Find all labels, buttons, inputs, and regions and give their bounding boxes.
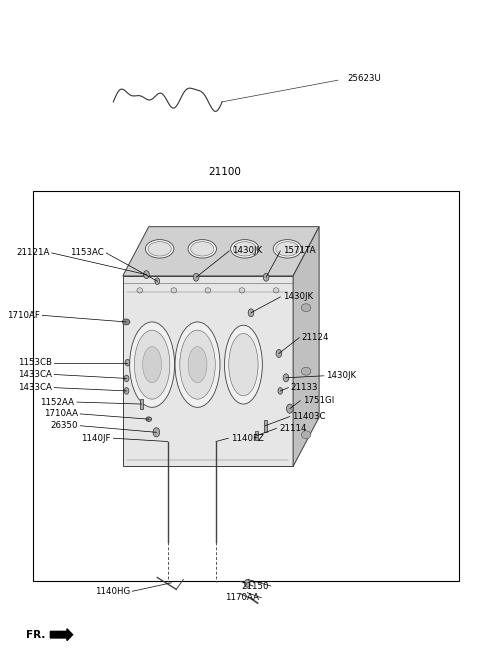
Circle shape — [283, 374, 289, 382]
Ellipse shape — [301, 431, 311, 439]
Ellipse shape — [145, 240, 174, 258]
Text: 1152AA: 1152AA — [40, 397, 74, 407]
Ellipse shape — [148, 242, 171, 256]
Text: 26350: 26350 — [50, 421, 78, 430]
Text: 21124: 21124 — [301, 333, 329, 342]
Circle shape — [276, 350, 282, 357]
Bar — [255, 431, 258, 440]
Ellipse shape — [175, 322, 220, 407]
Text: 1430JK: 1430JK — [231, 246, 262, 256]
Circle shape — [153, 428, 160, 437]
Circle shape — [125, 359, 130, 366]
Ellipse shape — [231, 240, 259, 258]
Text: 1430JK: 1430JK — [326, 371, 356, 380]
Ellipse shape — [143, 347, 162, 382]
Text: 21121A: 21121A — [16, 248, 49, 258]
Ellipse shape — [273, 240, 301, 258]
FancyArrow shape — [50, 629, 72, 641]
Ellipse shape — [180, 330, 215, 399]
Text: 1430JK: 1430JK — [283, 292, 313, 302]
Ellipse shape — [276, 242, 299, 256]
Text: 21133: 21133 — [291, 383, 318, 392]
Ellipse shape — [188, 347, 207, 382]
Ellipse shape — [229, 334, 258, 396]
Circle shape — [124, 388, 129, 394]
Text: 21114: 21114 — [279, 424, 306, 433]
Ellipse shape — [137, 288, 143, 293]
Text: 21100: 21100 — [208, 167, 241, 177]
Bar — [33, 191, 459, 581]
Text: 1153AC: 1153AC — [70, 248, 104, 258]
Text: 1710AF: 1710AF — [7, 311, 40, 320]
Bar — [140, 399, 143, 409]
Text: 21150: 21150 — [241, 581, 268, 591]
Text: 1571TA: 1571TA — [283, 246, 315, 256]
Text: 1153CB: 1153CB — [18, 358, 52, 367]
Ellipse shape — [191, 242, 214, 256]
Text: 1710AA: 1710AA — [44, 409, 78, 419]
Ellipse shape — [171, 288, 177, 293]
Ellipse shape — [130, 322, 175, 407]
Ellipse shape — [134, 330, 170, 399]
Circle shape — [248, 309, 254, 317]
Ellipse shape — [146, 417, 152, 422]
Ellipse shape — [225, 325, 263, 404]
Ellipse shape — [301, 367, 311, 375]
Text: 25623U: 25623U — [348, 74, 382, 83]
Ellipse shape — [188, 240, 216, 258]
Ellipse shape — [205, 288, 211, 293]
Text: FR.: FR. — [26, 629, 45, 640]
Polygon shape — [123, 276, 293, 466]
Text: 11403C: 11403C — [292, 412, 325, 421]
Text: 1140HG: 1140HG — [95, 587, 130, 596]
Ellipse shape — [273, 288, 279, 293]
Text: 1170AA: 1170AA — [225, 593, 259, 602]
Circle shape — [155, 278, 160, 284]
Text: 1433CA: 1433CA — [18, 383, 52, 392]
Circle shape — [264, 273, 269, 281]
Circle shape — [144, 271, 149, 279]
Polygon shape — [293, 227, 319, 466]
Text: 1140FZ: 1140FZ — [231, 434, 264, 443]
Circle shape — [124, 375, 129, 382]
Text: 1751GI: 1751GI — [302, 396, 334, 405]
Text: 1433CA: 1433CA — [18, 370, 52, 379]
Polygon shape — [123, 227, 319, 276]
Bar — [264, 420, 267, 432]
Circle shape — [193, 273, 199, 281]
Circle shape — [287, 404, 293, 413]
Circle shape — [278, 388, 283, 394]
Text: 1140JF: 1140JF — [82, 434, 111, 443]
Circle shape — [244, 579, 250, 587]
Ellipse shape — [233, 242, 256, 256]
Ellipse shape — [122, 319, 130, 325]
Ellipse shape — [301, 304, 311, 311]
Ellipse shape — [239, 288, 245, 293]
